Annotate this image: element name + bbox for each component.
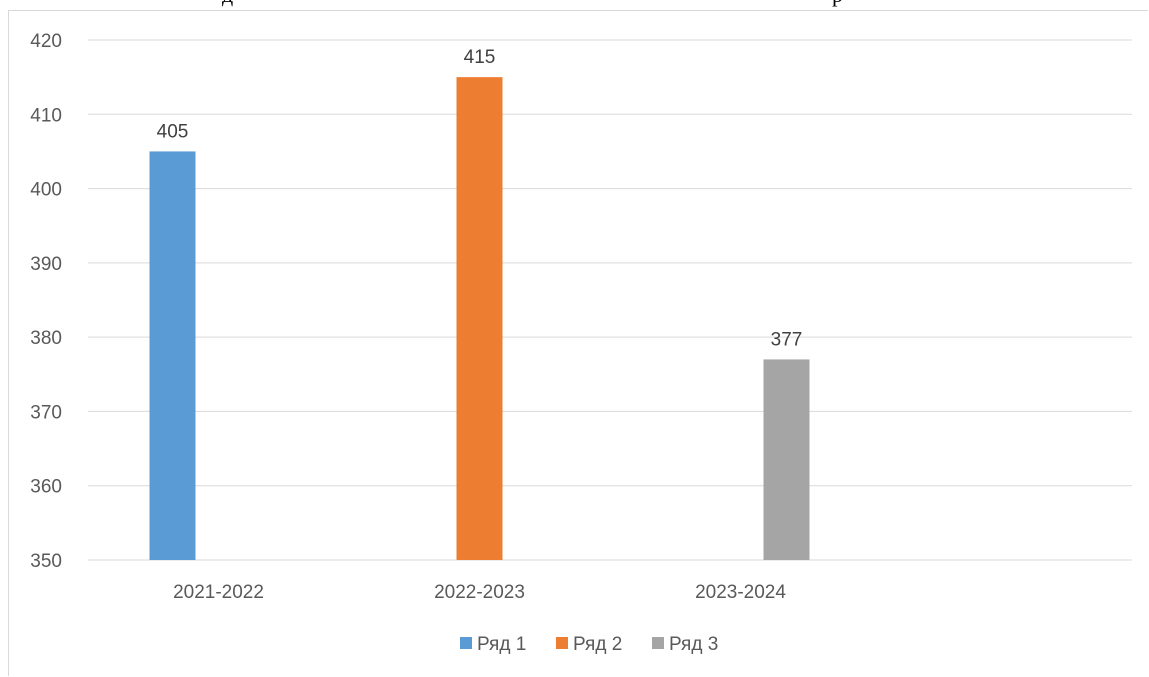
legend-item: Ряд 3 [652, 634, 718, 655]
cropped-title-fragment: д р [0, 0, 1149, 8]
bar [763, 359, 810, 560]
x-tick-label: 2021-2022 [173, 582, 264, 603]
y-tick-label: 370 [30, 402, 62, 423]
legend: Ряд 1 Ряд 2 Ряд 3 [460, 634, 718, 655]
legend-swatch [460, 637, 472, 649]
bar [456, 77, 503, 561]
gridlines [88, 39, 1132, 561]
data-label: 405 [157, 121, 189, 142]
y-tick-label: 410 [30, 105, 62, 126]
y-tick-label: 360 [30, 477, 62, 498]
x-axis-tick-labels: 2021-2022 2022-2023 2023-2024 [173, 582, 786, 603]
legend-label: Ряд 3 [669, 634, 718, 655]
legend-item: Ряд 1 [460, 634, 526, 655]
data-labels: 405 415 377 [157, 47, 803, 350]
data-label: 415 [464, 47, 496, 68]
y-tick-label: 390 [30, 254, 62, 275]
legend-label: Ряд 1 [477, 634, 526, 655]
y-tick-label: 350 [30, 551, 62, 572]
legend-swatch [556, 637, 568, 649]
legend-swatch [652, 637, 664, 649]
legend-item: Ряд 2 [556, 634, 622, 655]
cropped-title-glyph-left: д [222, 0, 233, 8]
y-axis-tick-labels: 350 360 370 380 390 400 410 420 [30, 31, 62, 572]
y-tick-label: 400 [30, 180, 62, 201]
bars [149, 77, 810, 561]
x-tick-label: 2023-2024 [695, 582, 786, 603]
cropped-title-glyph-right: р [832, 0, 843, 8]
data-label: 377 [771, 329, 803, 350]
x-tick-label: 2022-2023 [434, 582, 525, 603]
chart-area [8, 10, 1148, 676]
y-tick-label: 380 [30, 328, 62, 349]
bar [149, 151, 196, 560]
legend-label: Ряд 2 [573, 634, 622, 655]
y-tick-label: 420 [30, 31, 62, 52]
